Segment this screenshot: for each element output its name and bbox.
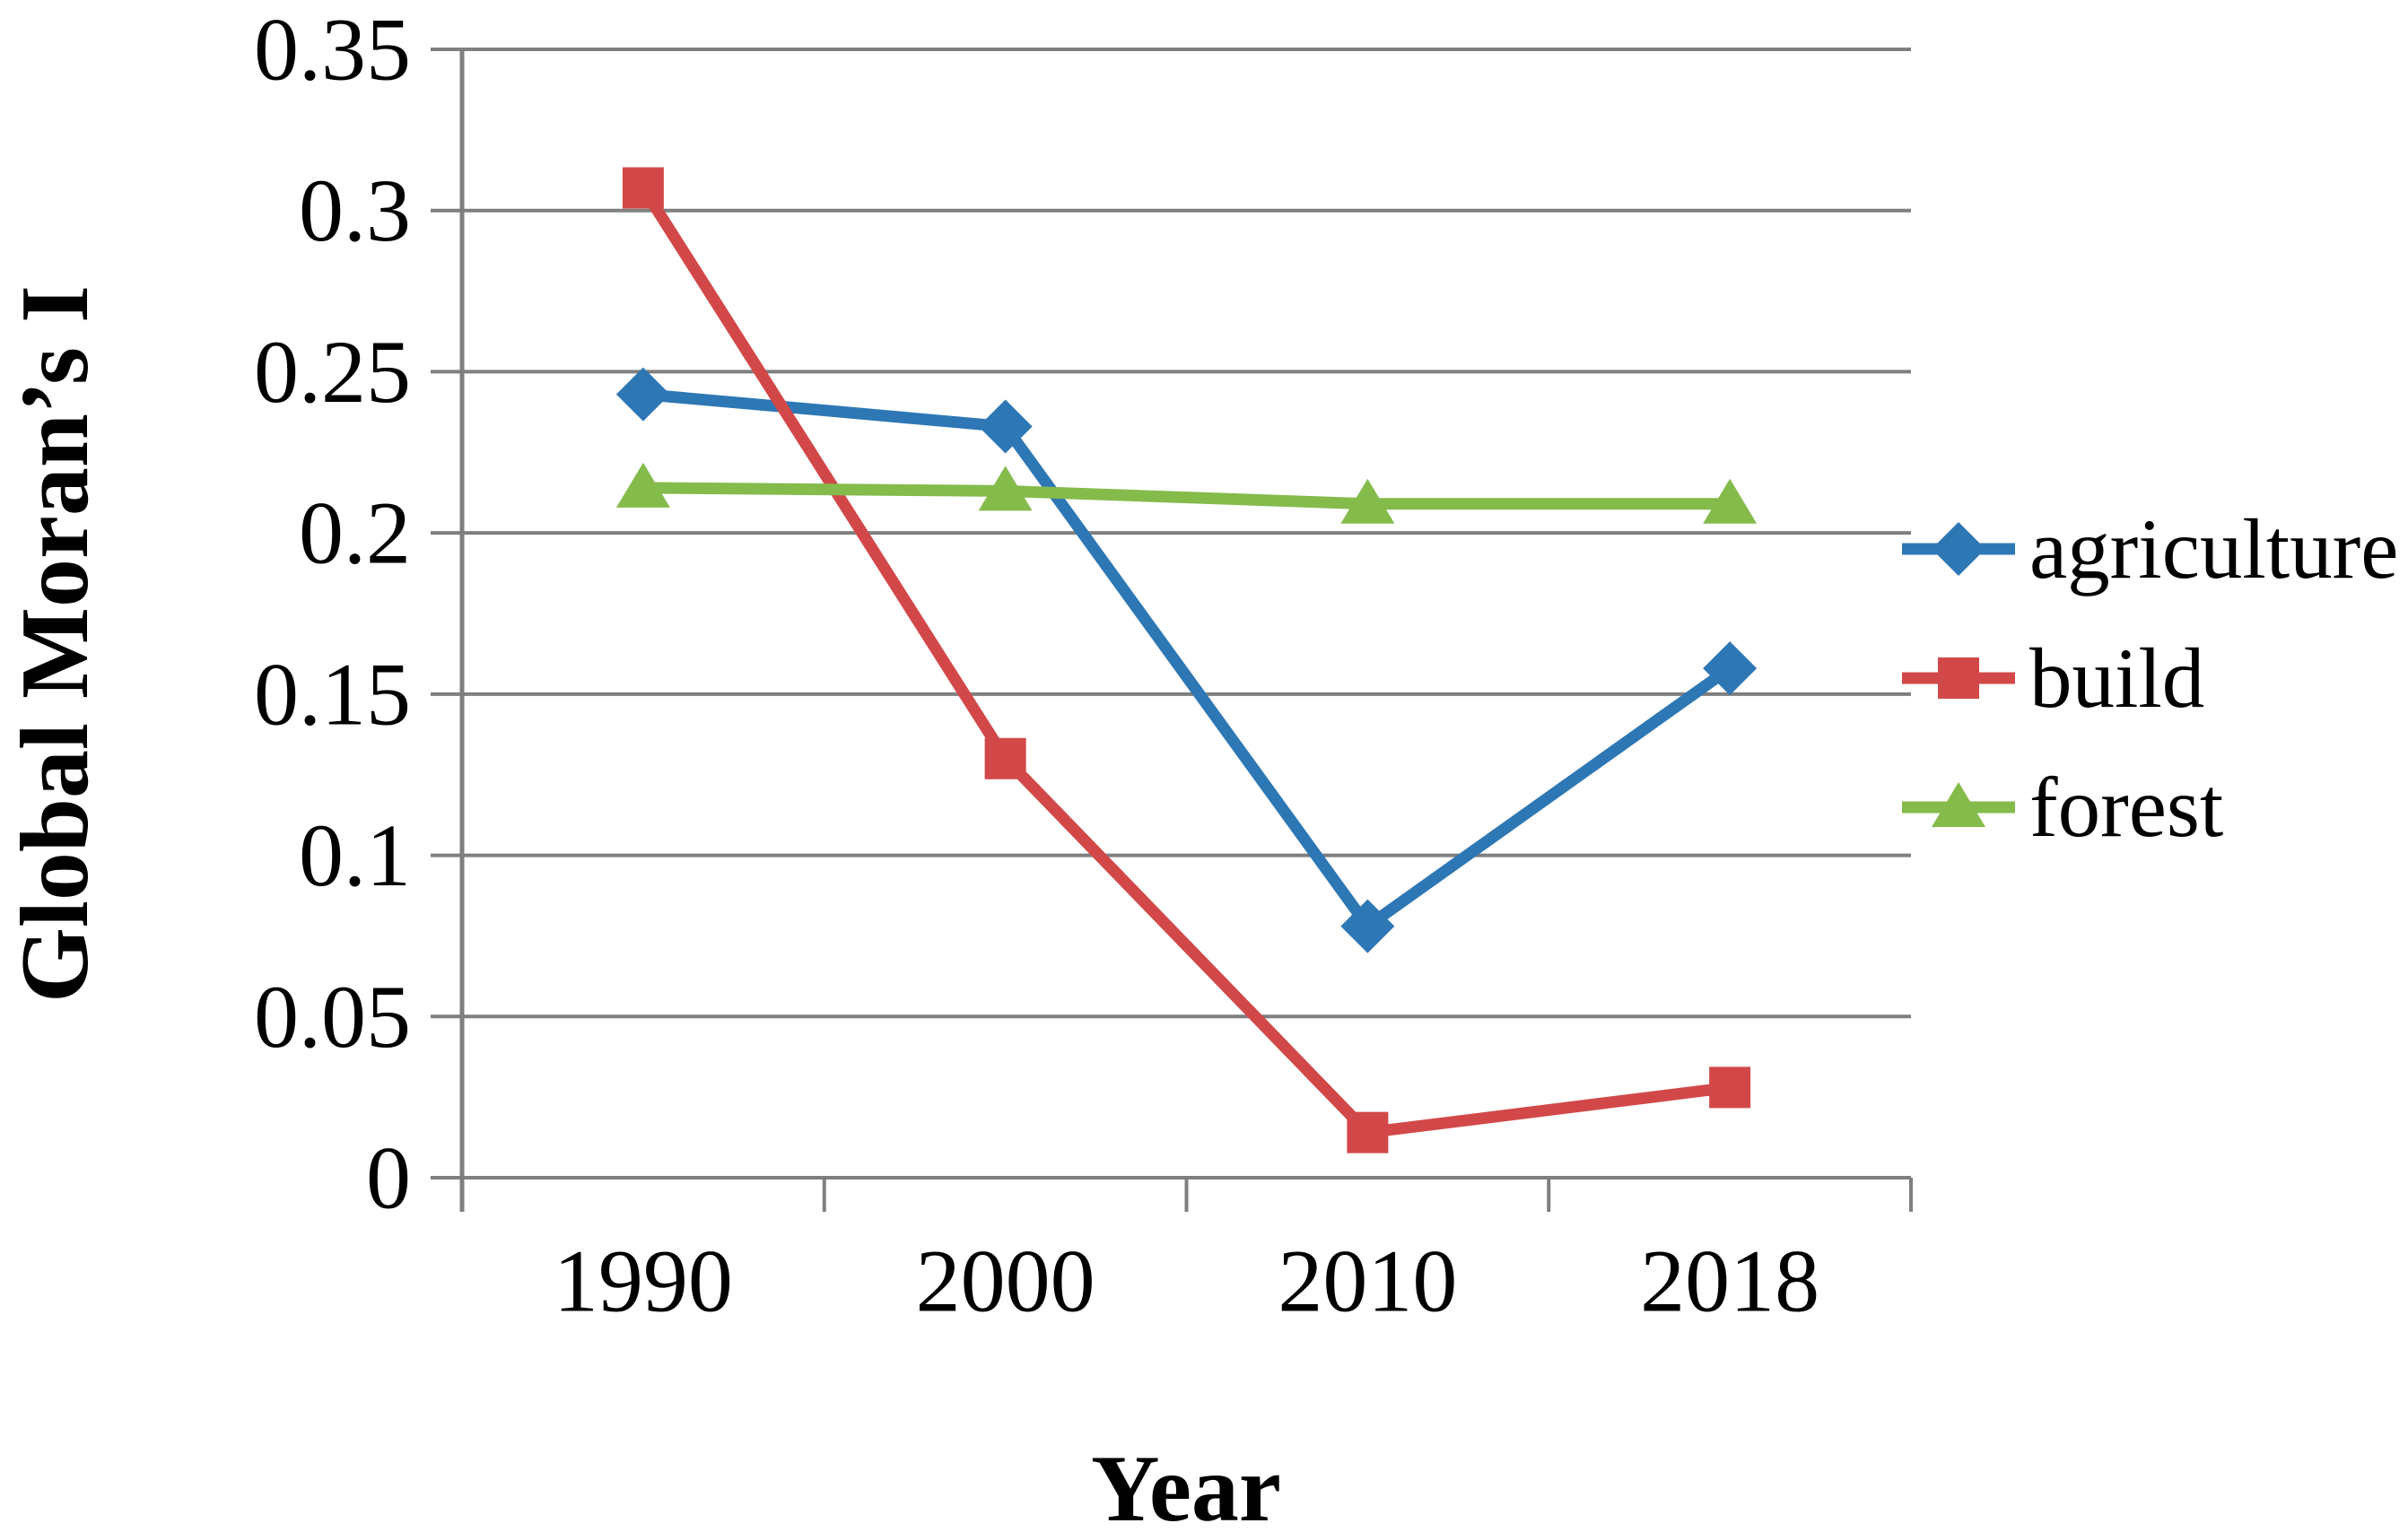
legend-label-build: build	[2029, 631, 2204, 726]
marker-forest	[615, 462, 670, 508]
y-tick-label: 0.1	[299, 805, 411, 905]
y-tick-label: 0.35	[254, 0, 411, 100]
marker-forest	[978, 466, 1033, 511]
legend-marker-forest	[1932, 782, 1985, 827]
marker-agriculture	[615, 367, 670, 422]
marker-build	[1347, 1111, 1389, 1153]
marker-build	[1709, 1066, 1751, 1109]
marker-agriculture	[1703, 641, 1758, 696]
y-tick-label: 0.2	[299, 483, 411, 583]
x-tick-label: 2010	[1278, 1232, 1457, 1331]
marker-agriculture	[1340, 899, 1395, 953]
legend-marker-agriculture	[1932, 522, 1985, 576]
legend-marker-build	[1938, 657, 1979, 699]
legend-label-forest: forest	[2029, 760, 2223, 855]
x-tick-label: 2018	[1640, 1232, 1819, 1331]
x-tick-label: 1990	[554, 1232, 733, 1331]
marker-build	[622, 167, 664, 209]
y-tick-label: 0.25	[254, 322, 411, 422]
series-line-agriculture	[642, 388, 1733, 935]
y-tick-label: 0.05	[254, 967, 411, 1066]
x-tick-label: 2000	[916, 1232, 1095, 1331]
y-axis-title: Global Moran’s I	[2, 284, 109, 1004]
marker-agriculture	[978, 399, 1033, 454]
y-tick-label: 0.15	[254, 644, 411, 744]
y-tick-label: 0	[366, 1128, 411, 1228]
legend-label-agriculture: agriculture	[2029, 501, 2398, 596]
series-line-forest	[642, 482, 1731, 510]
marker-forest	[1340, 478, 1395, 524]
marker-forest	[1703, 478, 1758, 524]
y-tick-label: 0.3	[299, 161, 411, 260]
series-line-build	[638, 185, 1731, 1139]
marker-build	[984, 737, 1026, 779]
x-axis-title: Year	[1091, 1436, 1281, 1532]
